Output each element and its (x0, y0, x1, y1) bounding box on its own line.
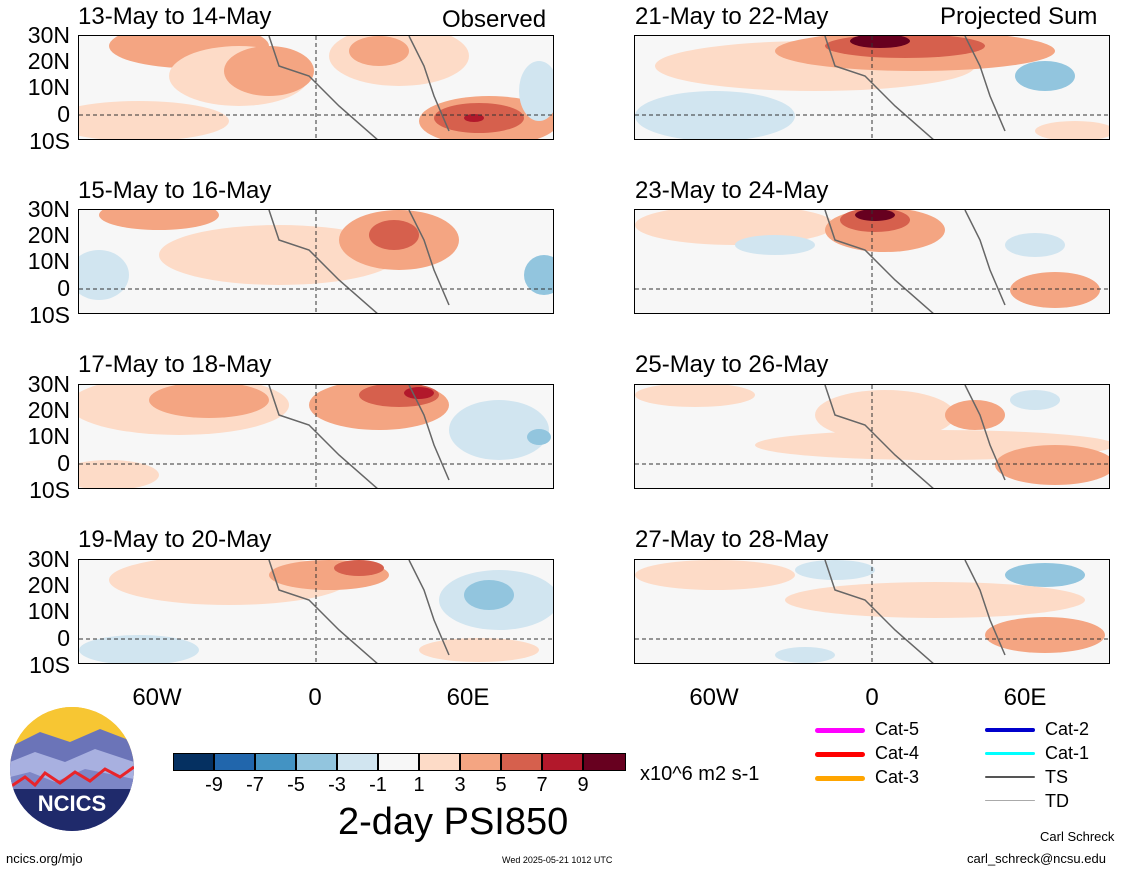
lat-label: 20N (27, 572, 70, 598)
ncics-logo-text: NCICS (38, 791, 106, 816)
lon-label: 60E (1003, 684, 1047, 711)
lat-label: 30N (27, 196, 70, 222)
legend-label: TD (1045, 791, 1069, 811)
legend-line-cat2 (985, 728, 1035, 732)
colorbar-swatch (173, 753, 214, 771)
map-panel-left-1 (78, 35, 554, 140)
legend-line-cat5 (815, 728, 865, 733)
lat-label: 20N (27, 397, 70, 423)
colorbar-swatch (419, 753, 460, 771)
lat-label: 0 (57, 275, 70, 301)
lat-label: 10N (27, 423, 70, 449)
legend-line-cat3 (815, 776, 865, 781)
map-panel-left-2 (78, 209, 554, 314)
map-panel-left-4 (78, 559, 554, 664)
colorbar-tick: 3 (454, 774, 466, 796)
lat-label: 0 (57, 625, 70, 651)
colorbar-tick: -7 (246, 774, 264, 796)
legend-line-ts (985, 776, 1035, 778)
legend-label: Cat-1 (1045, 743, 1090, 763)
lon-label: 0 (865, 684, 879, 711)
footer-timestamp: Wed 2025-05-21 1012 UTC (502, 855, 613, 865)
colorbar-swatch (255, 753, 296, 771)
footer-email: carl_schreck@ncsu.edu (967, 851, 1106, 866)
ncics-logo: NCICS (10, 707, 134, 831)
colorbar-tick: 5 (495, 774, 507, 796)
colorbar-swatch (583, 753, 626, 771)
lat-label: 10S (29, 128, 70, 154)
lat-label: 10S (29, 477, 70, 503)
colorbar-swatch (501, 753, 542, 771)
footer-author: Carl Schreck (1040, 829, 1115, 844)
lat-label: 10S (29, 652, 70, 678)
lat-label: 10N (27, 598, 70, 624)
panel-title-right-1: 21-May to 22-May (635, 3, 829, 30)
lon-label: 60W (132, 684, 182, 711)
panel-title-right-2: 23-May to 24-May (635, 177, 829, 204)
colorbar-tick: -5 (287, 774, 305, 796)
colorbar-tick: 1 (413, 774, 425, 796)
colorbar-swatch (378, 753, 419, 771)
legend-line-cat1 (985, 752, 1035, 755)
lat-label: 20N (27, 222, 70, 248)
panel-title-left-3: 17-May to 18-May (78, 351, 272, 378)
lat-label: 0 (57, 101, 70, 127)
legend-label: Cat-3 (875, 767, 920, 787)
map-panel-right-4 (634, 559, 1110, 664)
map-panel-right-1 (634, 35, 1110, 140)
projected-sum-label: Projected Sum (940, 3, 1098, 30)
lat-label: 10N (27, 248, 70, 274)
lon-label: 60W (689, 684, 739, 711)
colorbar-units: x10^6 m2 s-1 (640, 763, 760, 785)
footer-url: ncics.org/mjo (6, 851, 83, 866)
colorbar-swatch (337, 753, 378, 771)
colorbar (173, 753, 626, 771)
lat-label: 0 (57, 450, 70, 476)
chart-title: 2-day PSI850 (338, 801, 569, 843)
colorbar-swatch (214, 753, 255, 771)
panel-title-right-4: 27-May to 28-May (635, 526, 829, 553)
colorbar-tick: -9 (205, 774, 223, 796)
colorbar-tick: 9 (577, 774, 589, 796)
colorbar-swatch (460, 753, 501, 771)
lat-label: 30N (27, 371, 70, 397)
lat-label: 10N (27, 74, 70, 100)
legend-label: Cat-5 (875, 719, 920, 739)
lon-label: 0 (308, 684, 322, 711)
lon-label: 60E (446, 684, 490, 711)
colorbar-tick: 7 (536, 774, 548, 796)
panel-title-left-4: 19-May to 20-May (78, 526, 272, 553)
panel-title-left-2: 15-May to 16-May (78, 177, 272, 204)
panel-title-right-3: 25-May to 26-May (635, 351, 829, 378)
legend-label: Cat-4 (875, 743, 920, 763)
map-panel-right-2 (634, 209, 1110, 314)
legend-label: TS (1045, 767, 1069, 787)
colorbar-tick: -1 (369, 774, 387, 796)
colorbar-swatch (296, 753, 337, 771)
panel-title-left-1: 13-May to 14-May (78, 3, 272, 30)
map-panel-right-3 (634, 384, 1110, 489)
lat-label: 20N (27, 48, 70, 74)
map-panel-left-3 (78, 384, 554, 489)
observed-label: Observed (442, 6, 547, 33)
lat-label: 30N (27, 546, 70, 572)
colorbar-tick: -3 (328, 774, 346, 796)
colorbar-swatch (542, 753, 583, 771)
lat-label: 10S (29, 302, 70, 328)
legend-line-cat4 (815, 752, 865, 757)
legend-label: Cat-2 (1045, 719, 1090, 739)
lat-label: 30N (27, 22, 70, 48)
legend-line-td (985, 800, 1035, 801)
